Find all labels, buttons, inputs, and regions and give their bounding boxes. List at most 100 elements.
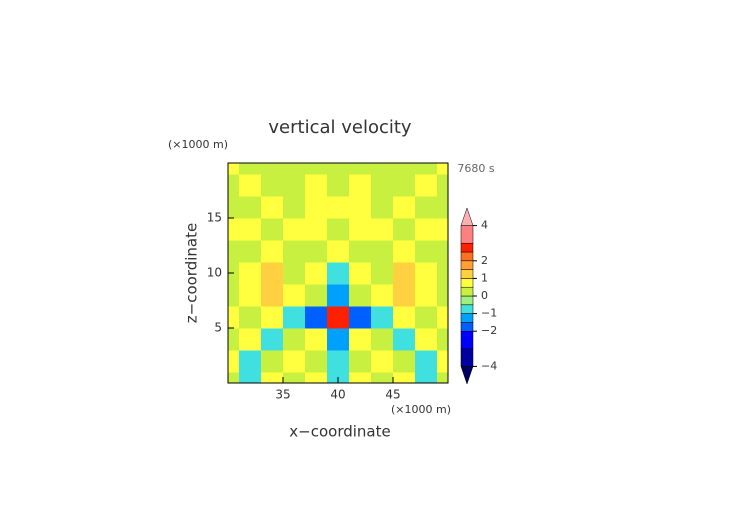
x-tick-label: 35 bbox=[275, 388, 290, 402]
cell bbox=[437, 240, 448, 263]
cell bbox=[327, 262, 350, 285]
colorbar-label: 4 bbox=[481, 219, 488, 232]
cell bbox=[228, 350, 240, 373]
cell bbox=[283, 328, 306, 351]
cell bbox=[305, 163, 328, 175]
cell bbox=[305, 174, 328, 197]
cell bbox=[393, 262, 416, 285]
cell bbox=[327, 350, 350, 373]
cell bbox=[239, 240, 262, 263]
cell bbox=[437, 372, 448, 383]
cell bbox=[261, 262, 284, 285]
cell bbox=[305, 350, 328, 373]
cell bbox=[228, 372, 240, 383]
x-unit: (×1000 m) bbox=[391, 403, 451, 416]
cell bbox=[393, 163, 416, 175]
cell bbox=[305, 328, 328, 351]
cell bbox=[415, 262, 438, 285]
cell bbox=[437, 163, 448, 175]
colorbar-label: −1 bbox=[481, 307, 497, 320]
cell bbox=[239, 306, 262, 329]
cell bbox=[393, 328, 416, 351]
colorbar-band bbox=[460, 242, 474, 253]
cell bbox=[393, 350, 416, 373]
colorbar-label: −4 bbox=[481, 359, 497, 372]
cell bbox=[283, 372, 306, 383]
cell bbox=[393, 196, 416, 219]
cell bbox=[283, 196, 306, 219]
cell bbox=[349, 262, 372, 285]
colorbar-band bbox=[460, 330, 474, 350]
cell bbox=[349, 174, 372, 197]
y-axis-label: z−coordinate bbox=[183, 223, 201, 323]
cell bbox=[261, 328, 284, 351]
colorbar-band bbox=[460, 322, 474, 332]
cell bbox=[437, 218, 448, 241]
cell bbox=[393, 284, 416, 307]
cell bbox=[393, 306, 416, 329]
cell bbox=[261, 350, 284, 373]
cell bbox=[371, 163, 394, 175]
cell bbox=[415, 174, 438, 197]
y-tick-label: 5 bbox=[214, 321, 222, 335]
cell bbox=[228, 284, 240, 307]
cell bbox=[371, 196, 394, 219]
cell bbox=[371, 284, 394, 307]
cell bbox=[415, 306, 438, 329]
cell bbox=[437, 262, 448, 285]
cell bbox=[283, 350, 306, 373]
cell bbox=[239, 163, 262, 175]
cell bbox=[327, 240, 350, 263]
colorbar-band bbox=[460, 251, 474, 262]
cell bbox=[239, 372, 262, 383]
y-unit: (×1000 m) bbox=[168, 138, 228, 151]
cell bbox=[239, 174, 262, 197]
cell bbox=[415, 328, 438, 351]
cell bbox=[349, 328, 372, 351]
cell bbox=[349, 350, 372, 373]
cell bbox=[327, 196, 350, 219]
colorbar-end bbox=[460, 207, 474, 226]
cell bbox=[305, 196, 328, 219]
cell bbox=[437, 306, 448, 329]
colorbar-band bbox=[460, 260, 474, 270]
cell bbox=[349, 240, 372, 263]
cell bbox=[349, 306, 372, 329]
cell bbox=[327, 174, 350, 197]
cell bbox=[261, 196, 284, 219]
colorbar-band bbox=[460, 313, 474, 323]
cell bbox=[305, 240, 328, 263]
cell bbox=[239, 218, 262, 241]
cell bbox=[283, 218, 306, 241]
cell bbox=[415, 163, 438, 175]
cell bbox=[415, 284, 438, 307]
cell bbox=[261, 284, 284, 307]
cell bbox=[327, 306, 350, 329]
cell bbox=[239, 328, 262, 351]
cell bbox=[349, 163, 372, 175]
cell bbox=[327, 328, 350, 351]
cell bbox=[228, 240, 240, 263]
cell bbox=[371, 174, 394, 197]
y-tick-label: 15 bbox=[207, 211, 222, 225]
cell bbox=[261, 306, 284, 329]
cell bbox=[393, 218, 416, 241]
cell bbox=[415, 196, 438, 219]
cell bbox=[261, 218, 284, 241]
cell bbox=[239, 196, 262, 219]
colorbar-band bbox=[460, 286, 474, 297]
time-label: 7680 s bbox=[457, 162, 494, 175]
cell bbox=[228, 174, 240, 197]
colorbar-band bbox=[460, 269, 474, 279]
cell bbox=[228, 306, 240, 329]
x-tick-label: 45 bbox=[385, 388, 400, 402]
cell bbox=[283, 262, 306, 285]
colorbar-band bbox=[460, 278, 474, 288]
cell bbox=[437, 350, 448, 373]
cell bbox=[371, 218, 394, 241]
cell bbox=[228, 163, 240, 175]
cell bbox=[228, 218, 240, 241]
cell bbox=[327, 284, 350, 307]
cell bbox=[283, 240, 306, 263]
cell bbox=[327, 163, 350, 175]
